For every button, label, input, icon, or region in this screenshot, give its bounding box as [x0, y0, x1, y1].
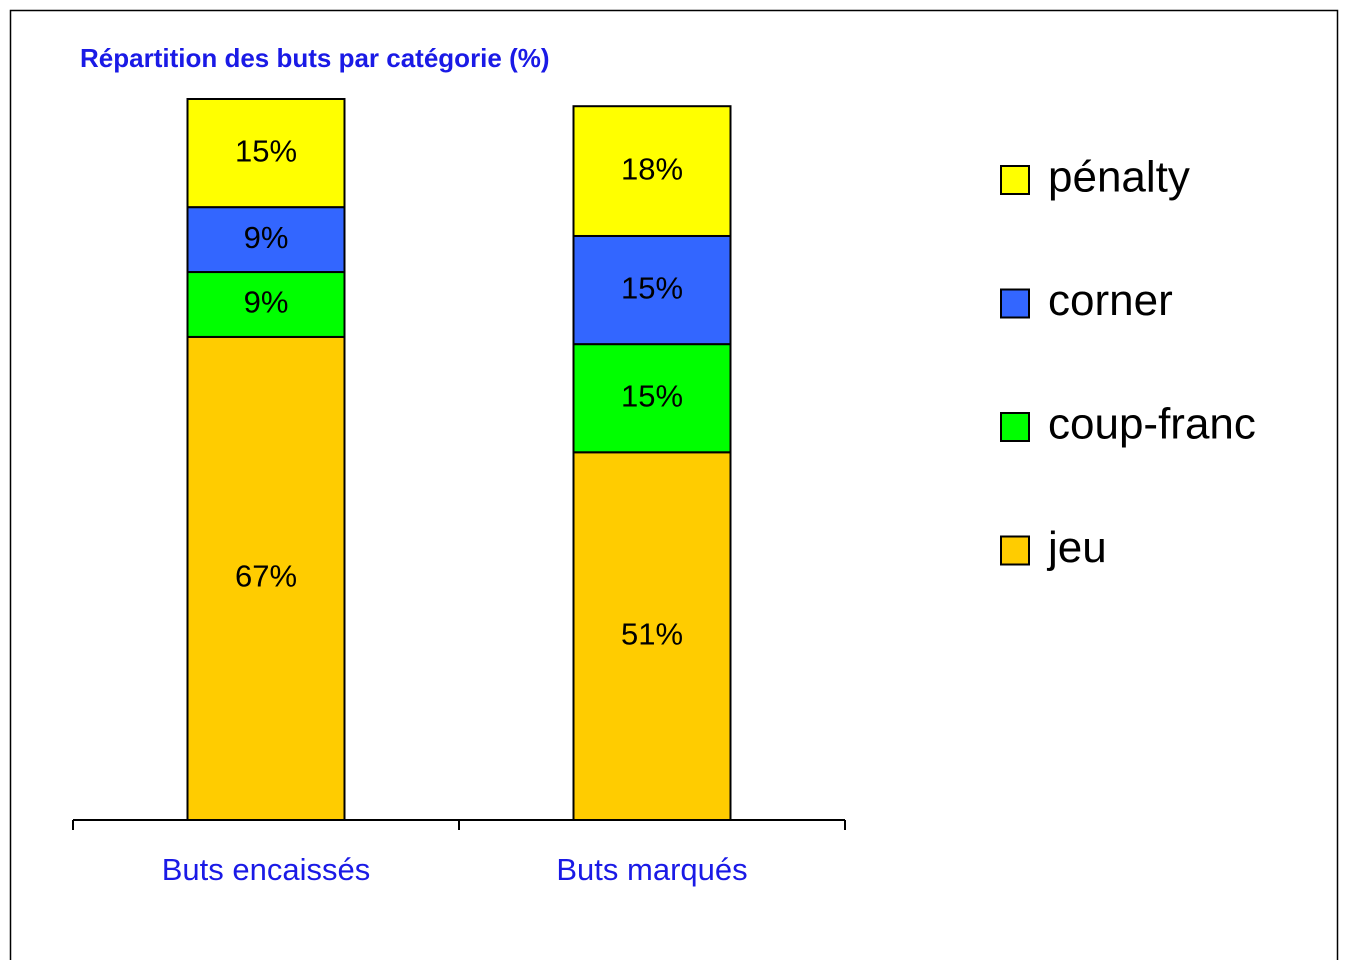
bar-segment — [186, 271, 346, 338]
data-label: 15% — [235, 133, 297, 168]
data-label: 51% — [621, 616, 683, 651]
legend-label: coup-franc — [1048, 400, 1256, 449]
legend-swatch — [1000, 535, 1030, 566]
bar-segment — [186, 335, 346, 821]
legend-label: corner — [1048, 276, 1173, 325]
bar-segment — [572, 343, 732, 454]
data-label: 67% — [235, 559, 297, 594]
legend-label: jeu — [1046, 523, 1107, 572]
legend-swatch — [1000, 412, 1030, 442]
data-label: 15% — [621, 270, 683, 305]
bar-segment — [572, 105, 732, 237]
x-tick-label: Buts encaissés — [162, 852, 371, 887]
data-label: 18% — [621, 151, 683, 186]
legend-swatch — [1000, 288, 1030, 319]
chart-title: Répartition des buts par catégorie (%) — [80, 43, 550, 73]
x-tick-label: Buts marqués — [556, 852, 747, 887]
data-label: 15% — [621, 378, 683, 413]
legend-swatch — [1000, 165, 1030, 195]
bar-segment — [186, 98, 346, 209]
bar-segment — [572, 234, 732, 346]
data-label: 9% — [244, 220, 289, 255]
legend-label: pénalty — [1048, 153, 1190, 202]
bar-segment — [572, 451, 732, 821]
data-label: 9% — [244, 285, 289, 320]
